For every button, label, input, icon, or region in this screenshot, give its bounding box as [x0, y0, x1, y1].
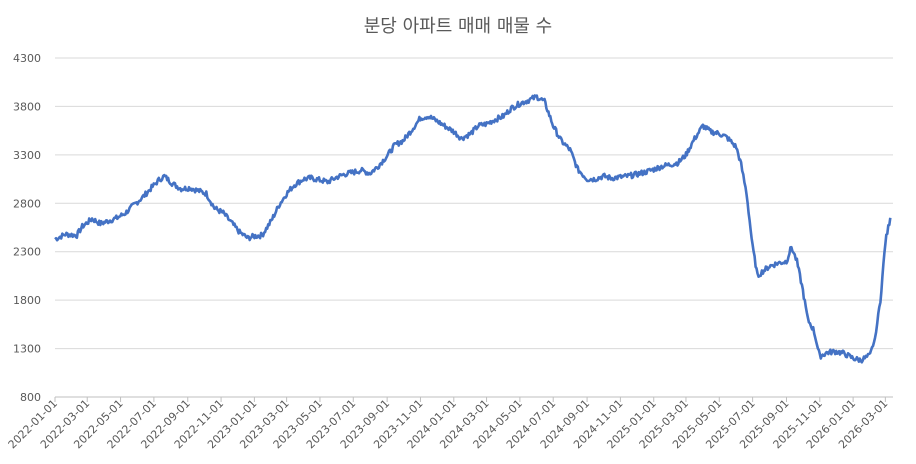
- chart-title: 분당 아파트 매매 매물 수: [363, 16, 553, 37]
- y-tick-label: 1300: [13, 343, 41, 356]
- y-tick-label: 3300: [13, 149, 41, 162]
- y-tick-label: 1800: [13, 294, 41, 307]
- series-line: [54, 94, 892, 364]
- y-tick-label: 4300: [13, 52, 41, 65]
- y-tick-label: 2800: [13, 197, 41, 210]
- y-tick-label: 3800: [13, 100, 41, 113]
- y-tick-label: 800: [20, 391, 41, 404]
- y-tick-label: 2300: [13, 246, 41, 259]
